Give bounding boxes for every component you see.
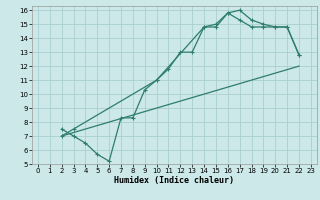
X-axis label: Humidex (Indice chaleur): Humidex (Indice chaleur) bbox=[115, 176, 234, 185]
